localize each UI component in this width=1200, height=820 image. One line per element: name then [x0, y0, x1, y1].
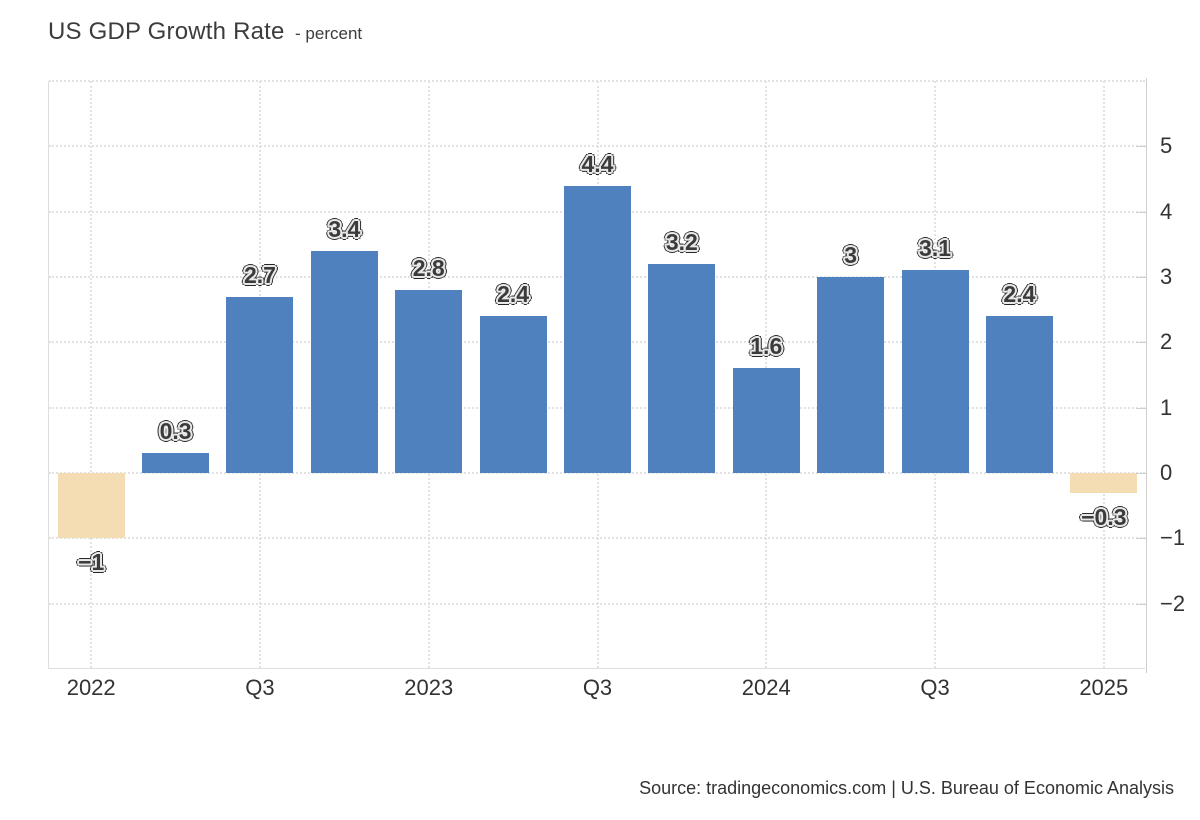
bar-value-label: 3.4 — [328, 215, 361, 242]
y-axis-label: −2 — [1160, 590, 1186, 616]
bar-value-label: 4.4 — [581, 150, 614, 177]
chart-title: US GDP Growth Rate — [48, 18, 285, 45]
bar-2024-q1[interactable] — [732, 368, 800, 473]
bar-2022-q1[interactable] — [57, 473, 125, 539]
v-gridline — [1102, 81, 1105, 668]
y-axis-label: 2 — [1160, 329, 1173, 355]
chart-subtitle: - percent — [295, 24, 363, 43]
x-axis-label-q3: Q3 — [920, 675, 950, 700]
y-axis-label: 1 — [1160, 394, 1173, 420]
y-axis-label: −1 — [1160, 525, 1186, 551]
x-axis-label-2023: 2023 — [404, 675, 454, 700]
x-axis-label-2022: 2022 — [66, 675, 116, 700]
y-axis-tick — [1136, 277, 1146, 278]
y-axis-tick — [1136, 211, 1146, 213]
plot-area: 5 4 3 2 1 0 −1 −2 2022 Q3 2023 Q3 2024 Q3 2025 −1 0.3 2… — [48, 78, 1185, 700]
bar-2023-q2[interactable] — [479, 316, 547, 473]
bar-value-label: 3.1 — [919, 235, 952, 262]
bar-2022-q3[interactable] — [226, 296, 294, 473]
bar-value-label: 0.3 — [159, 418, 192, 445]
y-axis-tick — [1136, 342, 1146, 344]
bar-2023-q4[interactable] — [648, 263, 716, 473]
x-axis-label-q3: Q3 — [582, 675, 613, 700]
bar-2024-q3[interactable] — [901, 270, 969, 473]
x-axis-label-2024: 2024 — [741, 675, 791, 700]
x-axis-label-2025: 2025 — [1079, 675, 1129, 700]
bar-value-label: 3 — [844, 242, 858, 268]
y-axis-label: 0 — [1160, 460, 1173, 485]
x-axis-label-q3: Q3 — [245, 675, 275, 700]
y-axis-tick — [1136, 407, 1146, 409]
bar-value-label: 2.4 — [1003, 281, 1036, 308]
bar-2022-q4[interactable] — [310, 250, 378, 473]
y-axis-line — [1146, 78, 1147, 673]
y-axis-tick — [1136, 146, 1146, 148]
y-axis-label: 5 — [1160, 133, 1173, 159]
bar-2022-q2[interactable] — [142, 453, 210, 473]
bar-2025-q1[interactable] — [1070, 473, 1138, 493]
bar-value-label: 1.6 — [750, 333, 783, 360]
v-gridline — [90, 81, 93, 668]
y-axis-tick — [1136, 473, 1146, 474]
chart-header: US GDP Growth Rate - percent — [48, 18, 362, 46]
y-axis-label: 4 — [1160, 198, 1173, 224]
bar-2023-q3[interactable] — [564, 185, 631, 473]
bar-2024-q2[interactable] — [817, 277, 885, 473]
y-axis-label: 3 — [1160, 264, 1173, 289]
bar-value-label: −0.3 — [1081, 503, 1127, 530]
bar-value-label: 2.4 — [497, 281, 530, 308]
bar-value-label: −1 — [78, 549, 105, 576]
bar-value-label: 2.7 — [243, 261, 276, 288]
bar-value-label: 2.8 — [412, 255, 445, 282]
bar-2023-q1[interactable] — [395, 290, 463, 473]
y-axis-tick — [1136, 603, 1146, 605]
source-attribution: Source: tradingeconomics.com | U.S. Bure… — [639, 778, 1174, 798]
y-axis-tick — [1136, 538, 1146, 540]
bar-2024-q4[interactable] — [985, 316, 1053, 473]
bar-value-label: 3.2 — [665, 228, 698, 255]
